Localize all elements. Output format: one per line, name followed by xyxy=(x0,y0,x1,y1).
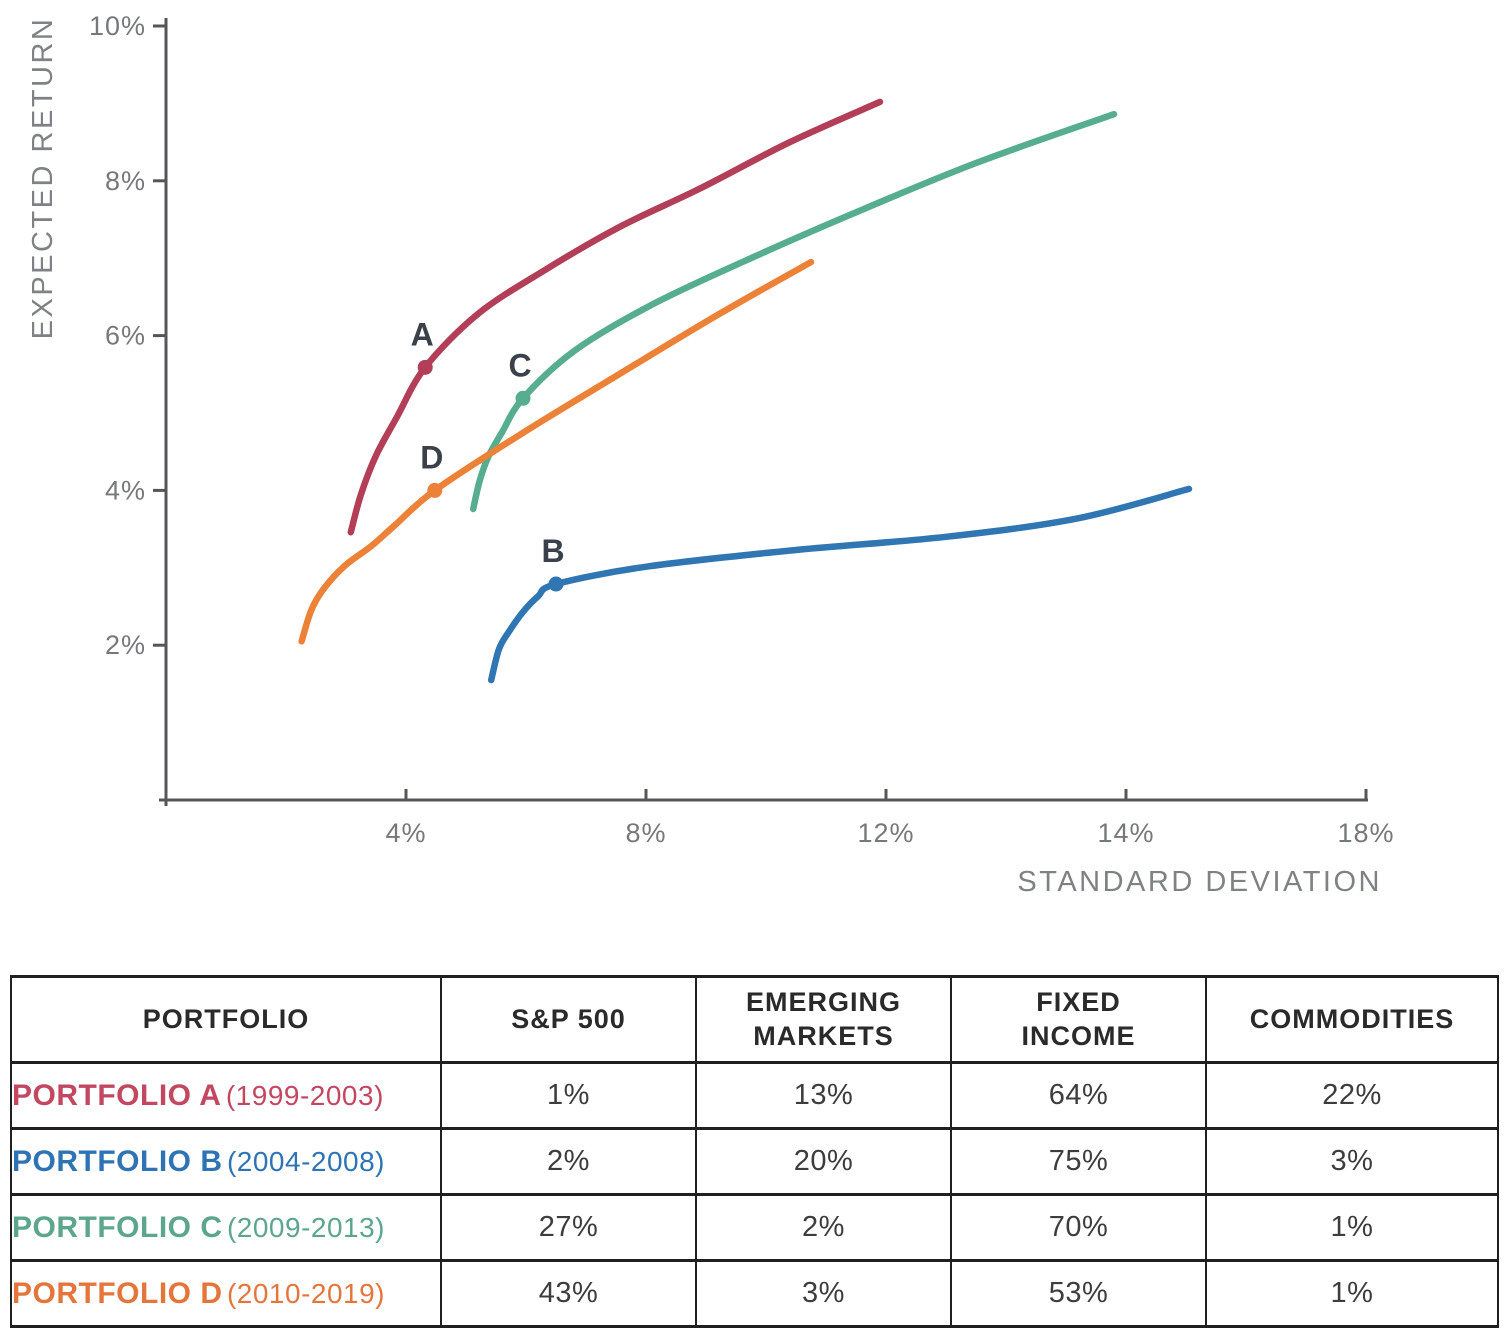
curve-portfolio-a xyxy=(347,98,884,536)
x-tick-label: 12% xyxy=(857,818,914,848)
marker-portfolio-a xyxy=(417,359,433,375)
y-tick-label: 4% xyxy=(105,475,146,505)
table-row: PORTFOLIO A (1999-2003) 1% 13% 64% 22% xyxy=(10,1061,1499,1130)
efficient-frontier-chart: 2% 4% 6% 8% 10% 4% 8% 12% 14% 18% EXPECTED RETURN S… xyxy=(27,11,1394,898)
allocation-cell: 2% xyxy=(695,1193,952,1262)
marker-portfolio-b xyxy=(548,576,564,592)
y-tick-label: 2% xyxy=(105,630,146,660)
allocation-cell: 13% xyxy=(695,1061,952,1130)
column-header-portfolio: PORTFOLIO xyxy=(10,975,442,1064)
allocation-cell: 3% xyxy=(1205,1127,1499,1196)
allocation-cell: 75% xyxy=(950,1127,1207,1196)
allocation-cell: 53% xyxy=(950,1259,1207,1328)
portfolio-name: PORTFOLIO A xyxy=(12,1078,222,1112)
portfolio-label-a: PORTFOLIO A (1999-2003) xyxy=(10,1061,442,1130)
column-header-emerging-markets: EMERGING MARKETS xyxy=(695,975,952,1064)
allocation-cell: 43% xyxy=(440,1259,697,1328)
portfolio-label-b: PORTFOLIO B (2004-2008) xyxy=(10,1127,442,1196)
curve-portfolio-b xyxy=(487,485,1193,684)
column-header-sp500: S&P 500 xyxy=(440,975,697,1064)
allocation-cell: 70% xyxy=(950,1193,1207,1262)
portfolio-label-d: PORTFOLIO D (2010-2019) xyxy=(10,1259,442,1328)
portfolio-years: (1999-2003) xyxy=(225,1079,384,1111)
marker-portfolio-c xyxy=(515,390,531,406)
allocation-table-section: PORTFOLIO S&P 500 EMERGING MARKETS FIXED… xyxy=(10,975,1499,1328)
y-tick-label: 8% xyxy=(105,166,146,196)
allocation-cell: 2% xyxy=(440,1127,697,1196)
allocation-cell: 27% xyxy=(440,1193,697,1262)
marker-label-portfolio-d: D xyxy=(420,439,443,475)
x-tick-label: 18% xyxy=(1337,818,1394,848)
portfolio-name: PORTFOLIO B xyxy=(12,1144,223,1178)
y-axis-title: EXPECTED RETURN xyxy=(27,17,59,340)
y-tick-label: 6% xyxy=(105,321,146,351)
portfolio-years: (2009-2013) xyxy=(226,1211,386,1243)
column-header-commodities: COMMODITIES xyxy=(1205,975,1499,1064)
portfolio-years: (2004-2008) xyxy=(226,1145,386,1177)
allocation-cell: 1% xyxy=(440,1061,697,1130)
allocation-cell: 3% xyxy=(695,1259,952,1328)
portfolio-years: (2010-2019) xyxy=(226,1277,386,1309)
y-tick-label: 10% xyxy=(89,11,146,41)
portfolio-label-c: PORTFOLIO C (2009-2013) xyxy=(10,1193,442,1262)
efficient-frontier-svg: 2% 4% 6% 8% 10% 4% 8% 12% 14% 18% EXPECTED RETURN S… xyxy=(27,11,1394,898)
table-row: PORTFOLIO C (2009-2013) 27% 2% 70% 1% xyxy=(10,1193,1499,1262)
x-axis-title: STANDARD DEVIATION xyxy=(1017,866,1382,898)
x-tick-label: 8% xyxy=(625,818,666,848)
allocation-cell: 1% xyxy=(1205,1193,1499,1262)
allocation-cell: 64% xyxy=(950,1061,1207,1130)
marker-label-portfolio-a: A xyxy=(411,316,434,352)
column-header-fixed-income: FIXED INCOME xyxy=(950,975,1207,1064)
table-row: PORTFOLIO D (2010-2019) 43% 3% 53% 1% xyxy=(10,1259,1499,1328)
table-row: PORTFOLIO B (2004-2008) 2% 20% 75% 3% xyxy=(10,1127,1499,1196)
allocation-cell: 20% xyxy=(695,1127,952,1196)
x-tick-label: 4% xyxy=(385,818,426,848)
x-tick-label: 14% xyxy=(1097,818,1154,848)
allocation-cell: 22% xyxy=(1205,1061,1499,1130)
table-header-row: PORTFOLIO S&P 500 EMERGING MARKETS FIXED… xyxy=(10,975,1499,1064)
allocation-cell: 1% xyxy=(1205,1259,1499,1328)
marker-label-portfolio-b: B xyxy=(541,533,564,569)
curve-portfolio-d xyxy=(298,258,815,645)
portfolio-name: PORTFOLIO D xyxy=(12,1276,223,1310)
marker-label-portfolio-c: C xyxy=(508,347,531,383)
allocation-table: PORTFOLIO S&P 500 EMERGING MARKETS FIXED… xyxy=(10,975,1499,1328)
portfolio-name: PORTFOLIO C xyxy=(12,1210,223,1244)
curve-portfolio-c xyxy=(469,110,1118,513)
marker-portfolio-d xyxy=(427,482,443,498)
